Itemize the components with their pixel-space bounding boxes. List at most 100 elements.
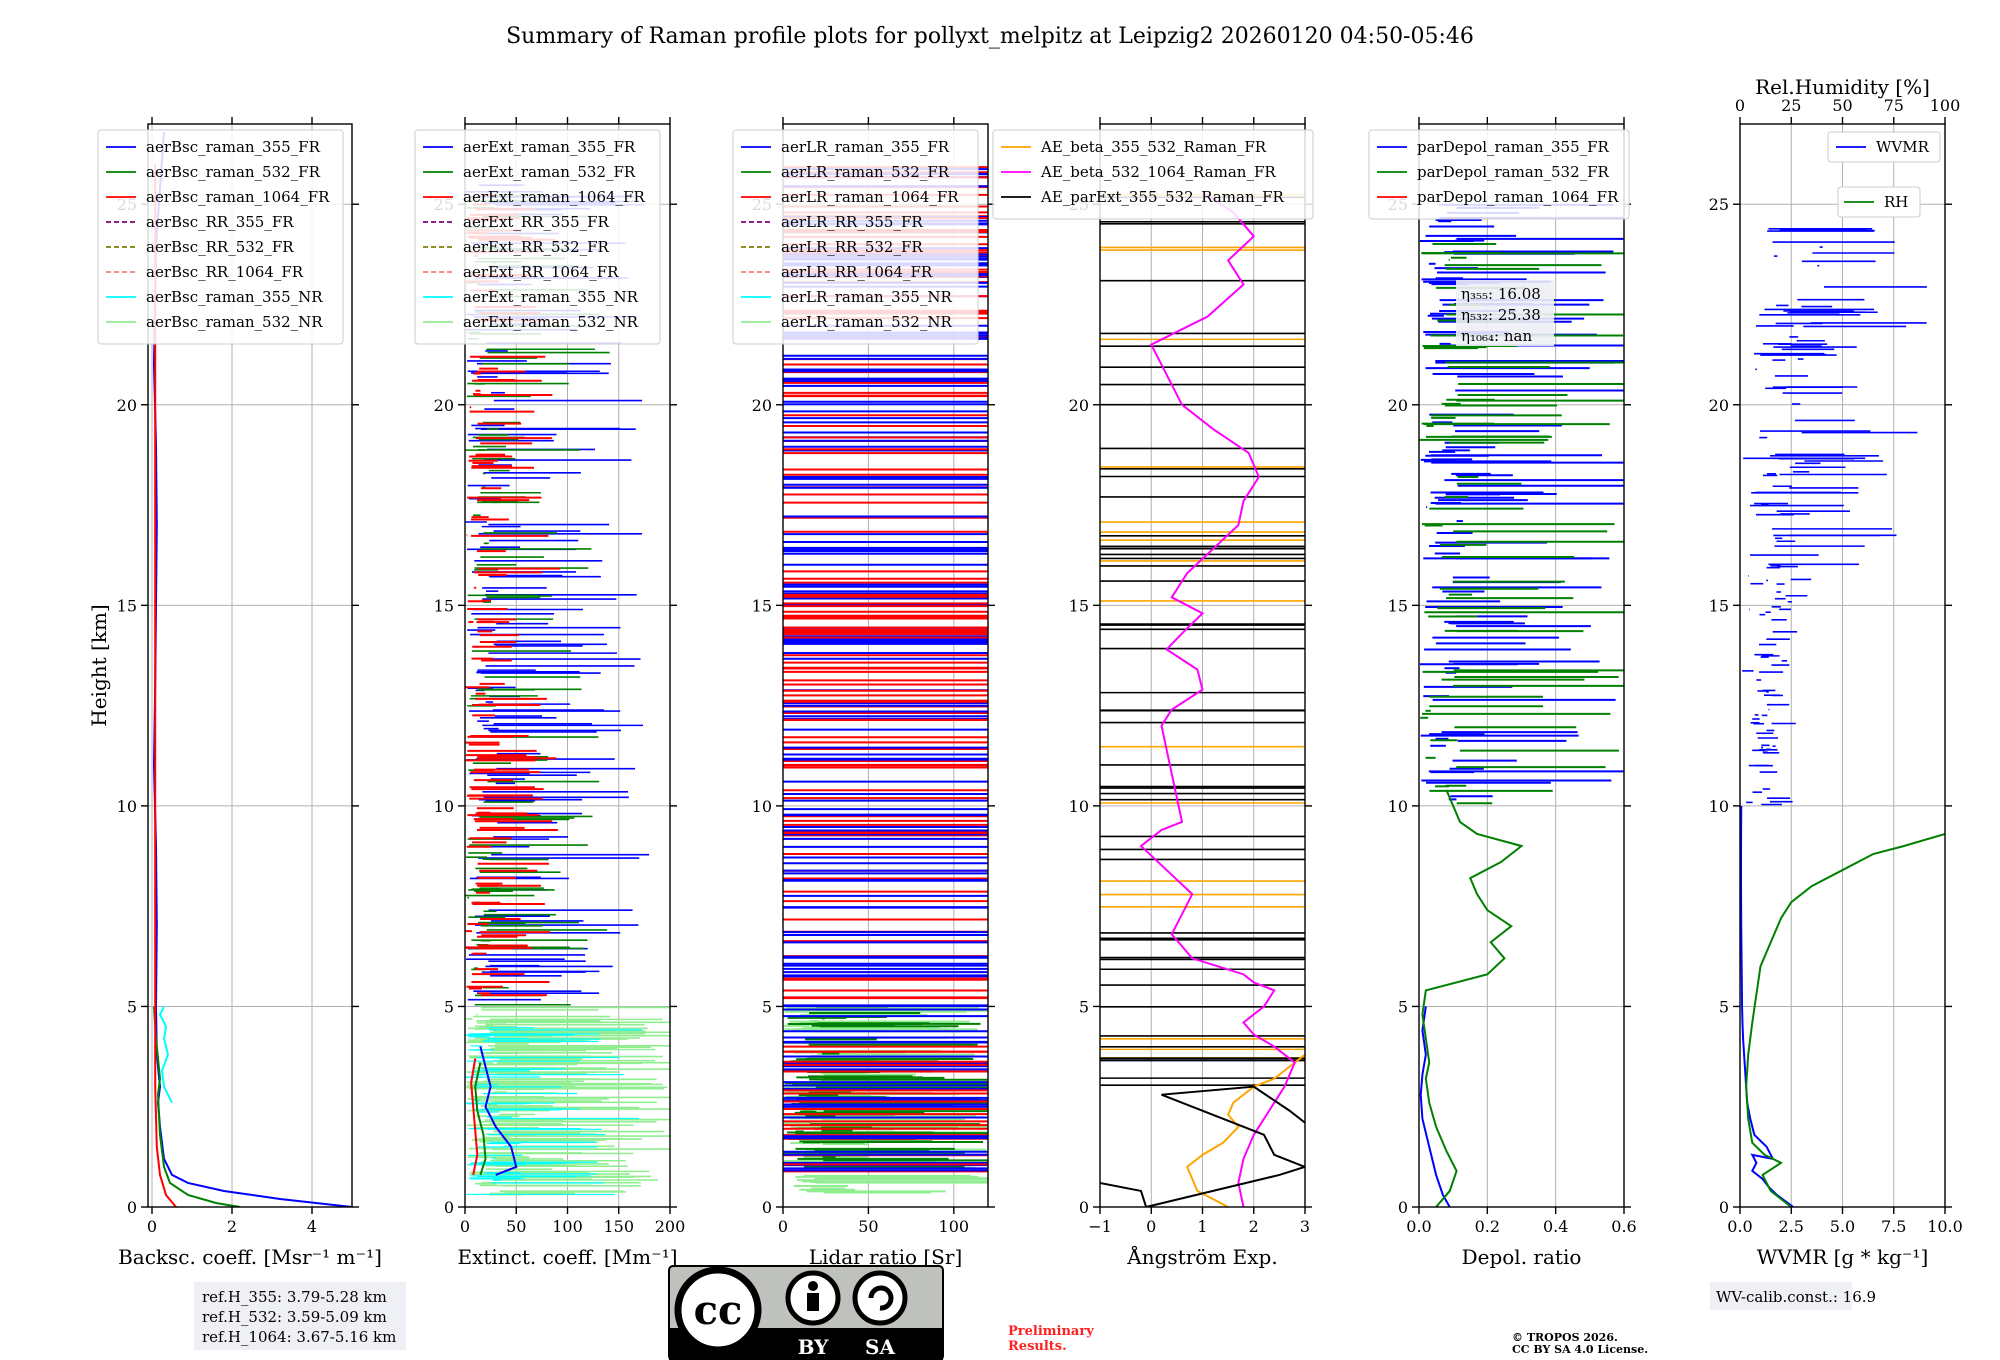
legend-label-6: aerLR_raman_355_NR	[781, 288, 952, 306]
legend-label-1: parDepol_raman_532_FR	[1417, 163, 1610, 181]
eta-label-2: η₁₀₆₄: nan	[1461, 327, 1532, 345]
legend-box	[97, 129, 344, 345]
legend-label-5: aerExt_RR_1064_FR	[463, 263, 619, 281]
legend-label-4: aerBsc_RR_532_FR	[146, 238, 294, 256]
x-tick-label-4: 200	[655, 1217, 686, 1236]
panel-ae: −101230510152025Ångström Exp.AE_beta_355…	[992, 117, 1314, 1269]
series-ae-1	[1139, 191, 1296, 1207]
y-tick-label-5: 25	[1709, 195, 1729, 214]
y-tick-label-3: 15	[752, 596, 772, 615]
legend-label-6: aerBsc_raman_355_NR	[146, 288, 323, 306]
legend: aerExt_raman_355_FR aerExt_raman_532_FRae…	[414, 129, 661, 345]
top-tick-label-4: 100	[1930, 96, 1961, 115]
top-axis-label: Rel.Humidity [%]	[1755, 75, 1930, 99]
panel-lr: 0501000510152025Lidar ratio [Sr]aerLR_ra…	[732, 117, 995, 1269]
legend-label-7: aerLR_raman_532_NR	[781, 313, 952, 331]
legend-label-3: aerBsc_RR_355_FR	[146, 213, 294, 231]
x-tick-label-2: 5.0	[1830, 1217, 1855, 1236]
cc-license-badge: cc BY SA	[668, 1265, 944, 1360]
legend-label-2: parDepol_raman_1064_FR	[1417, 188, 1619, 206]
y-tick-label-0: 0	[1398, 1198, 1408, 1217]
legend-label-2: aerLR_raman_1064_FR	[781, 188, 959, 206]
ref-height-1064: ref.H_1064: 3.67-5.16 km	[202, 1328, 396, 1346]
wv-calib-note: WV-calib.const.: 16.9	[1716, 1288, 1876, 1306]
legend-label-0: parDepol_raman_355_FR	[1417, 138, 1610, 156]
y-tick-label-1: 5	[127, 997, 137, 1016]
x-tick-label-1: 2.5	[1779, 1217, 1804, 1236]
x-tick-label-1: 2	[227, 1217, 237, 1236]
x-tick-label-3: 2	[1249, 1217, 1259, 1236]
y-tick-label-0: 0	[127, 1198, 137, 1217]
share-alike-icon	[852, 1270, 908, 1326]
eta-label-0: η₃₅₅: 16.08	[1461, 285, 1541, 303]
legend-label-1: aerLR_raman_532_FR	[781, 163, 950, 181]
cc-sa-label: SA	[865, 1335, 895, 1359]
y-tick-label-4: 20	[117, 396, 137, 415]
legend-label-7: aerBsc_raman_532_NR	[146, 313, 323, 331]
legend-label-4: aerLR_RR_532_FR	[781, 238, 923, 256]
x-tick-label-3: 0.6	[1611, 1217, 1636, 1236]
x-tick-label-1: 50	[506, 1217, 526, 1236]
series-bsc-3	[158, 1005, 173, 1104]
x-tick-label-0: 0	[460, 1217, 470, 1236]
y-tick-label-2: 10	[1069, 797, 1089, 816]
y-tick-label-2: 10	[1709, 797, 1729, 816]
legend: parDepol_raman_355_FR parDepol_raman_532_…	[1368, 129, 1630, 220]
series-ae-2	[1100, 1085, 1305, 1207]
legend-box-rh	[1837, 186, 1921, 218]
x-tick-label-3: 150	[603, 1217, 634, 1236]
x-tick-label-4: 10.0	[1927, 1217, 1963, 1236]
y-tick-label-3: 15	[434, 596, 454, 615]
panel-bsc: 0240510152025Backsc. coeff. [Msr⁻¹ m⁻¹]H…	[87, 117, 382, 1269]
x-tick-label-0: 0.0	[1727, 1217, 1752, 1236]
legend-label-1: AE_beta_532_1064_Raman_FR	[1040, 163, 1276, 181]
legend-label-3: aerLR_RR_355_FR	[781, 213, 923, 231]
attribution-icon-head	[808, 1281, 818, 1291]
y-tick-label-0: 0	[1719, 1198, 1729, 1217]
y-tick-label-4: 20	[752, 396, 772, 415]
legend-label-0: AE_beta_355_532_Raman_FR	[1040, 138, 1267, 156]
series-depol-0	[1419, 1006, 1451, 1207]
copyright-line1: © TROPOS 2026.	[1512, 1331, 1618, 1344]
x-axis-label: Ångström Exp.	[1126, 1244, 1277, 1269]
x-tick-label-0: −1	[1088, 1217, 1112, 1236]
series-wv-1	[1745, 833, 1945, 1207]
y-tick-label-4: 20	[434, 396, 454, 415]
y-tick-label-1: 5	[1719, 997, 1729, 1016]
data-area	[1740, 227, 1945, 1207]
series-bsc-2	[154, 164, 177, 1207]
legend-label-2: aerExt_raman_1064_FR	[463, 188, 645, 206]
x-tick-label-2: 1	[1197, 1217, 1207, 1236]
y-tick-label-4: 20	[1069, 396, 1089, 415]
legend-box	[414, 129, 661, 345]
preliminary-note-line1: Preliminary	[1008, 1324, 1094, 1339]
ref-height-355: ref.H_355: 3.79-5.28 km	[202, 1288, 387, 1306]
cc-logo-icon	[674, 1266, 762, 1354]
cc-logo-text: cc	[694, 1287, 743, 1334]
figure-title: Summary of Raman profile plots for polly…	[506, 24, 1474, 49]
legend-label-7: aerExt_raman_532_NR	[463, 313, 639, 331]
y-tick-label-2: 10	[752, 797, 772, 816]
y-tick-label-4: 20	[1388, 396, 1408, 415]
legend-box	[1368, 129, 1630, 220]
preliminary-note-line2: Results.	[1008, 1339, 1067, 1354]
legend: aerLR_raman_355_FR aerLR_raman_532_FR aerL…	[732, 129, 979, 345]
x-axis-label: Extinct. coeff. [Mm⁻¹]	[457, 1245, 677, 1269]
data-area	[1419, 203, 1624, 1207]
x-axis-label: WVMR [g * kg⁻¹]	[1757, 1245, 1929, 1269]
y-tick-label-0: 0	[1079, 1198, 1089, 1217]
series-ext-2	[470, 1058, 479, 1176]
top-tick-label-0: 0	[1735, 96, 1745, 115]
legend-label-0: aerBsc_raman_355_FR	[146, 138, 321, 156]
y-tick-label-3: 15	[1388, 596, 1408, 615]
attribution-icon-body	[807, 1293, 819, 1311]
legend-label-2: aerBsc_raman_1064_FR	[146, 188, 330, 206]
x-tick-label-1: 50	[858, 1217, 878, 1236]
panels: 0240510152025Backsc. coeff. [Msr⁻¹ m⁻¹]H…	[87, 75, 1963, 1310]
copyright-line2: CC BY SA 4.0 License.	[1512, 1343, 1648, 1356]
x-axis-label: Depol. ratio	[1462, 1245, 1582, 1269]
wv-calib-bg	[1710, 1282, 1852, 1310]
eta-label-1: η₅₃₂: 25.38	[1461, 306, 1541, 324]
y-tick-label-0: 0	[444, 1198, 454, 1217]
